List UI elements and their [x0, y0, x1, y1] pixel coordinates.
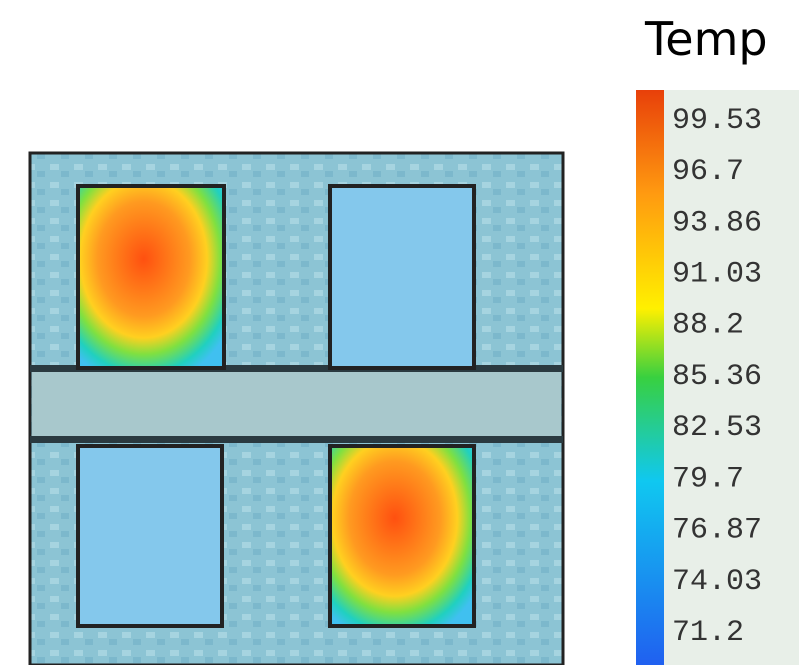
- colorbar: [636, 90, 664, 665]
- tick-label: 99.53: [672, 104, 762, 138]
- tick-label: 96.7: [672, 155, 744, 189]
- tick-label: 85.36: [672, 360, 762, 394]
- tick-label: 93.86: [672, 206, 762, 240]
- tick-label: 91.03: [672, 258, 762, 292]
- tick-label: 76.87: [672, 513, 762, 547]
- tick-label: 71.2: [672, 616, 744, 650]
- tick-label: 88.2: [672, 309, 744, 343]
- chip-die: [30, 153, 563, 665]
- tick-label: 74.03: [672, 565, 762, 599]
- tick-label: 82.53: [672, 411, 762, 445]
- page: Temp 99.53 96.7 93.86 91.03 88.2 85.36 82.53 79…: [0, 0, 799, 665]
- colorbar-title: Temp: [644, 12, 768, 66]
- tick-label: 79.7: [672, 462, 744, 496]
